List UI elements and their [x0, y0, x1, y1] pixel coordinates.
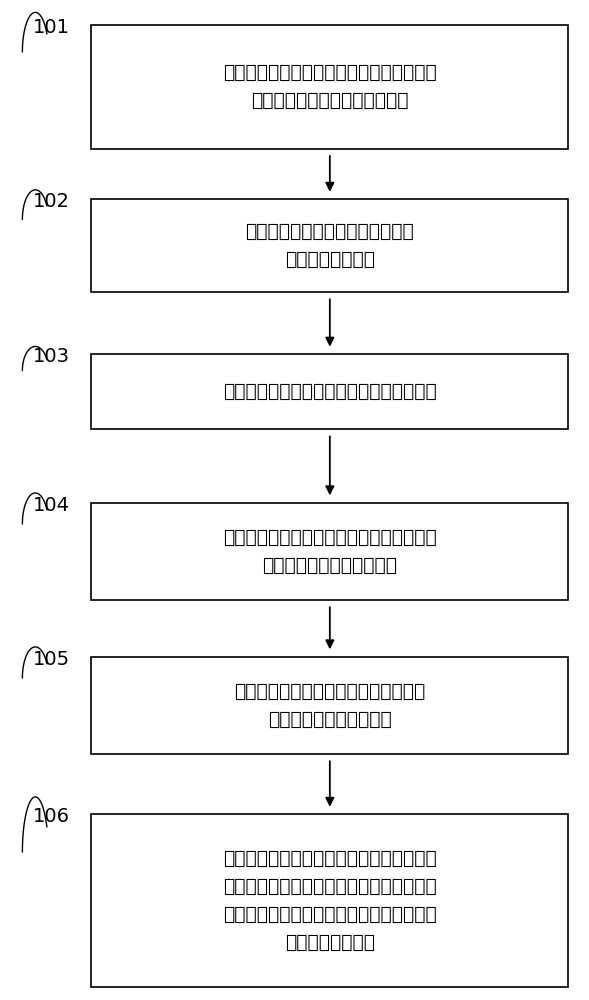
Text: 当所述第一判断结果表示解密后的数据与所
述随机数据相同时，采用所述随机数据作为
对称密钥对所述客户端与所述服务器之间的
通讯过程进行加密: 当所述第一判断结果表示解密后的数据与所 述随机数据相同时，采用所述随机数据作为 … [223, 849, 436, 952]
FancyArrowPatch shape [326, 761, 333, 805]
Text: 105: 105 [32, 650, 70, 669]
FancyArrowPatch shape [326, 299, 333, 345]
Bar [91, 25, 568, 149]
Bar [91, 657, 568, 754]
Text: 调用所述第一密钥盘中的第一密钥对定期生
成的随机数据进行服务器端加密: 调用所述第一密钥盘中的第一密钥对定期生 成的随机数据进行服务器端加密 [223, 63, 436, 110]
Text: 103: 103 [32, 347, 70, 366]
Text: 将服务器端加密后的所述随机数据
发送至所述客户端: 将服务器端加密后的所述随机数据 发送至所述客户端 [246, 222, 414, 269]
Text: 106: 106 [32, 807, 70, 826]
Text: 判断解密后的数据是否与所述随机数据
相同，得到第一判断结果: 判断解密后的数据是否与所述随机数据 相同，得到第一判断结果 [234, 682, 425, 729]
Bar [91, 503, 568, 600]
Text: 接收所述客户端发送的客户端加密后的数据: 接收所述客户端发送的客户端加密后的数据 [223, 382, 436, 401]
FancyArrowPatch shape [326, 436, 333, 493]
Text: 104: 104 [32, 496, 70, 515]
Bar [91, 199, 568, 292]
Bar [91, 814, 568, 987]
Bar [91, 354, 568, 429]
Text: 101: 101 [32, 18, 70, 37]
FancyArrowPatch shape [326, 607, 333, 647]
Text: 调用所述第一密钥盘中的第一密钥对所述客
户端加密后的数据进行解密: 调用所述第一密钥盘中的第一密钥对所述客 户端加密后的数据进行解密 [223, 528, 436, 575]
FancyArrowPatch shape [326, 156, 333, 190]
Text: 102: 102 [32, 192, 70, 211]
